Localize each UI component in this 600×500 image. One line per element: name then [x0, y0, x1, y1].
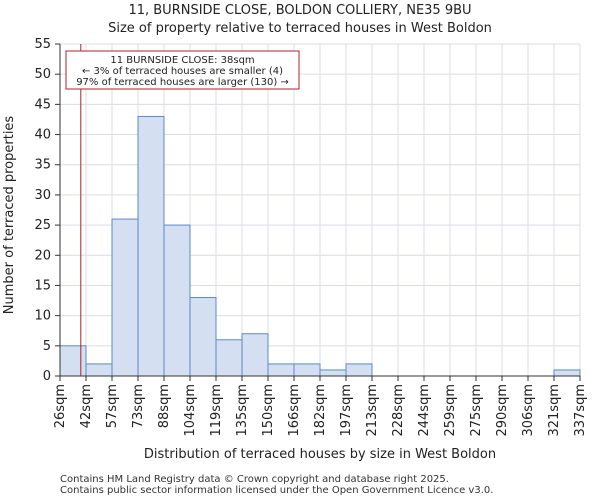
y-tick-label: 5 — [43, 339, 51, 354]
y-tick-label: 35 — [34, 158, 51, 173]
annotation-line-1: 11 BURNSIDE CLOSE: 38sqm — [110, 55, 254, 66]
x-tick-label: 57sqm — [105, 384, 120, 428]
x-tick-label: 166sqm — [287, 384, 302, 437]
chart-title-address: 11, BURNSIDE CLOSE, BOLDON COLLIERY, NE3… — [128, 3, 472, 18]
x-tick-label: 119sqm — [209, 384, 224, 437]
x-tick-label: 135sqm — [235, 384, 250, 437]
y-axis-ticks: 0 5 10 15 20 25 30 35 40 45 50 55 — [34, 37, 60, 384]
x-tick-label: 42sqm — [79, 384, 94, 428]
y-tick-label: 15 — [34, 278, 51, 293]
bar-150sqm — [267, 363, 295, 377]
bar-88sqm — [163, 224, 191, 377]
footer-licence: Contains public sector information licen… — [60, 485, 494, 496]
x-tick-label: 259sqm — [443, 384, 458, 437]
x-tick-label: 182sqm — [313, 384, 328, 437]
y-tick-label: 45 — [34, 97, 51, 112]
bar-42sqm — [85, 363, 113, 377]
bar-166sqm — [293, 363, 321, 377]
x-tick-label: 321sqm — [547, 384, 562, 437]
bar-119sqm — [215, 339, 243, 377]
x-tick-label: 104sqm — [183, 384, 198, 437]
x-tick-label: 73sqm — [131, 384, 146, 428]
bar-26sqm — [59, 345, 87, 377]
x-tick-label: 197sqm — [339, 384, 354, 437]
annotation-line-3: 97% of terraced houses are larger (130) … — [76, 77, 289, 88]
footer-copyright: Contains HM Land Registry data © Crown c… — [60, 474, 449, 485]
bar-182sqm — [319, 369, 347, 377]
x-tick-label: 88sqm — [157, 384, 172, 428]
y-tick-label: 10 — [34, 309, 51, 324]
y-tick-label: 20 — [34, 248, 51, 263]
y-tick-label: 25 — [34, 218, 51, 233]
x-tick-label: 213sqm — [365, 384, 380, 437]
y-tick-label: 55 — [34, 37, 51, 52]
x-tick-label: 150sqm — [261, 384, 276, 437]
y-axis-label: Number of terraced properties — [2, 116, 17, 315]
bars — [59, 115, 581, 377]
y-tick-label: 0 — [43, 369, 51, 384]
chart-title: Size of property relative to terraced ho… — [108, 21, 492, 36]
x-tick-label: 26sqm — [53, 384, 68, 428]
bar-135sqm — [241, 333, 269, 377]
x-tick-label: 228sqm — [391, 384, 406, 437]
x-tick-label: 337sqm — [573, 384, 588, 437]
x-tick-label: 290sqm — [495, 384, 510, 437]
bar-73sqm — [137, 115, 165, 377]
y-tick-label: 50 — [34, 67, 51, 82]
x-tick-label: 275sqm — [469, 384, 484, 437]
property-marker: 11 BURNSIDE CLOSE: 38sqm← 3% of terraced… — [65, 44, 300, 376]
bar-197sqm — [345, 363, 373, 377]
x-axis-label: Distribution of terraced houses by size … — [144, 447, 496, 462]
x-axis-ticks: 26sqm 42sqm 57sqm 73sqm 88sqm 104sqm 119sqm 135… — [53, 376, 588, 437]
y-tick-label: 30 — [34, 188, 51, 203]
x-tick-label: 244sqm — [417, 384, 432, 437]
annotation-line-2: ← 3% of terraced houses are smaller (4) — [82, 66, 283, 77]
annotation-box — [65, 50, 300, 90]
x-tick-label: 306sqm — [521, 384, 536, 437]
bar-57sqm — [111, 218, 139, 377]
bar-104sqm — [189, 297, 217, 377]
y-tick-label: 40 — [34, 128, 51, 143]
bar-321sqm — [553, 369, 581, 377]
